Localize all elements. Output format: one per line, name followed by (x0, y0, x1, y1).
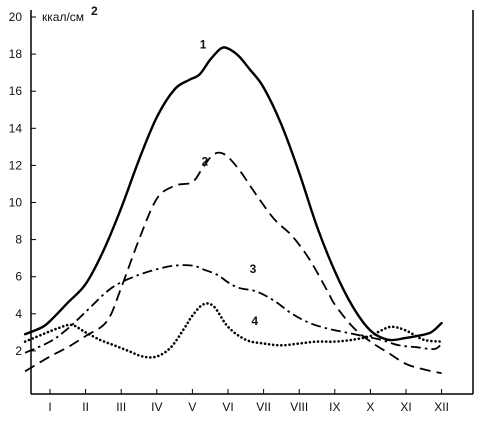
y-tick-label: 20 (9, 10, 23, 24)
y-tick-label: 10 (9, 196, 23, 210)
series-line-2 (24, 151, 442, 375)
x-tick-label: VII (256, 400, 271, 414)
x-tick-label: VIII (290, 400, 308, 414)
x-tick-label: I (48, 400, 51, 414)
x-tick-label: II (82, 400, 89, 414)
x-tick-label: XII (434, 400, 449, 414)
y-tick-label: 12 (9, 158, 23, 172)
y-tick-label: 2 (15, 344, 22, 358)
y-axis-unit-label: ккал/см (42, 10, 84, 24)
x-tick-label: III (116, 400, 126, 414)
series-layer (23, 46, 443, 375)
series-line-4 (23, 302, 443, 359)
x-tick-label: IV (151, 400, 162, 414)
series-label-1: 1 (200, 38, 207, 52)
y-tick-label: 18 (9, 47, 23, 61)
series-label-3: 3 (250, 262, 257, 276)
labels-layer: 1 2 3 4 (200, 38, 259, 328)
x-tick-label: IX (329, 400, 340, 414)
y-tick-label: 8 (15, 233, 22, 247)
series-line-3 (24, 264, 443, 354)
series-line-1 (23, 46, 443, 342)
x-tick-label: VI (222, 400, 233, 414)
x-tick-label: XI (400, 400, 411, 414)
y-tick-label: 6 (15, 270, 22, 284)
y-tick-label: 4 (15, 307, 22, 321)
series-label-2: 2 (202, 154, 209, 168)
y-tick-label: 14 (9, 121, 23, 135)
y-tick-label: 16 (9, 84, 23, 98)
series-label-4: 4 (251, 314, 258, 328)
x-tick-label: X (366, 400, 374, 414)
x-tick-label: V (188, 400, 196, 414)
y-axis-unit-superscript: 2 (91, 4, 98, 18)
